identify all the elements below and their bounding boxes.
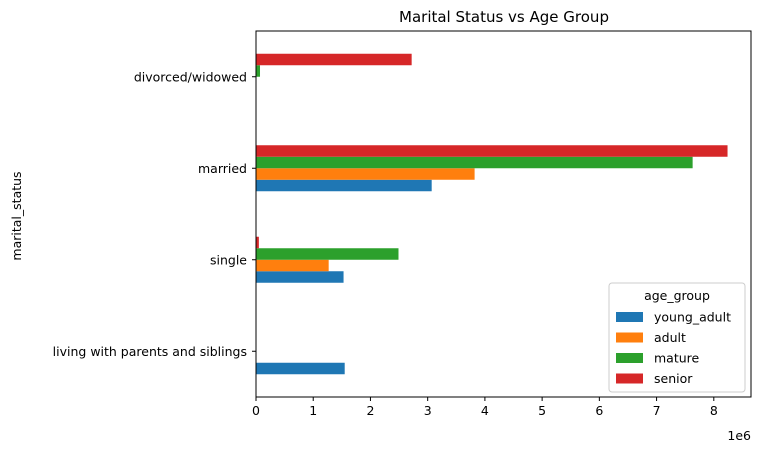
bar-adult-1 [256, 259, 329, 272]
x-axis-ticks: 0 1 2 3 4 5 6 7 8 [252, 397, 718, 418]
x-tick-label: 4 [481, 403, 489, 418]
legend-label-mature: mature [654, 351, 700, 366]
bar-senior-1 [256, 236, 259, 249]
x-tick-label: 5 [538, 403, 546, 418]
plot-frame [255, 30, 752, 398]
legend-label-young_adult: young_adult [654, 310, 731, 325]
x-tick-label: 8 [710, 403, 718, 418]
y-tick-label: living with parents and siblings [53, 344, 247, 359]
bar-young_adult-2 [256, 179, 432, 192]
legend-label-adult: adult [654, 330, 686, 345]
y-tick-label: married [198, 161, 247, 176]
legend-swatch-mature [616, 353, 643, 363]
bar-adult-2 [256, 168, 475, 180]
y-tick-label: divorced/widowed [134, 69, 247, 84]
y-tick-label: single [210, 252, 247, 267]
chart-title: Marital Status vs Age Group [399, 8, 609, 26]
legend-swatch-senior [616, 373, 643, 384]
bar-young_adult-1 [256, 271, 344, 283]
bar-senior-2 [256, 145, 728, 157]
legend-swatch-adult [616, 332, 643, 343]
x-tick-label: 2 [366, 403, 374, 418]
x-axis-scale-label: 1e6 [727, 428, 751, 443]
x-tick-label: 7 [653, 403, 661, 418]
legend-box [608, 282, 746, 393]
x-tick-label: 6 [595, 403, 603, 418]
legend-label-senior: senior [654, 371, 693, 386]
bars-layer [256, 53, 728, 375]
x-tick-label: 1 [309, 403, 317, 418]
bar-young_adult-0 [256, 362, 345, 375]
bar-senior-3 [256, 53, 412, 66]
legend-title: age_group [644, 288, 710, 303]
x-tick-label: 0 [252, 403, 260, 418]
x-tick-label: 3 [424, 403, 432, 418]
y-axis-label: marital_status [9, 171, 24, 260]
bar-mature-2 [256, 156, 693, 169]
bar-mature-1 [256, 248, 399, 260]
bar-mature-3 [256, 65, 261, 77]
y-axis-ticks: living with parents and siblings single ma… [53, 69, 256, 359]
legend-swatch-young_adult [616, 312, 643, 322]
